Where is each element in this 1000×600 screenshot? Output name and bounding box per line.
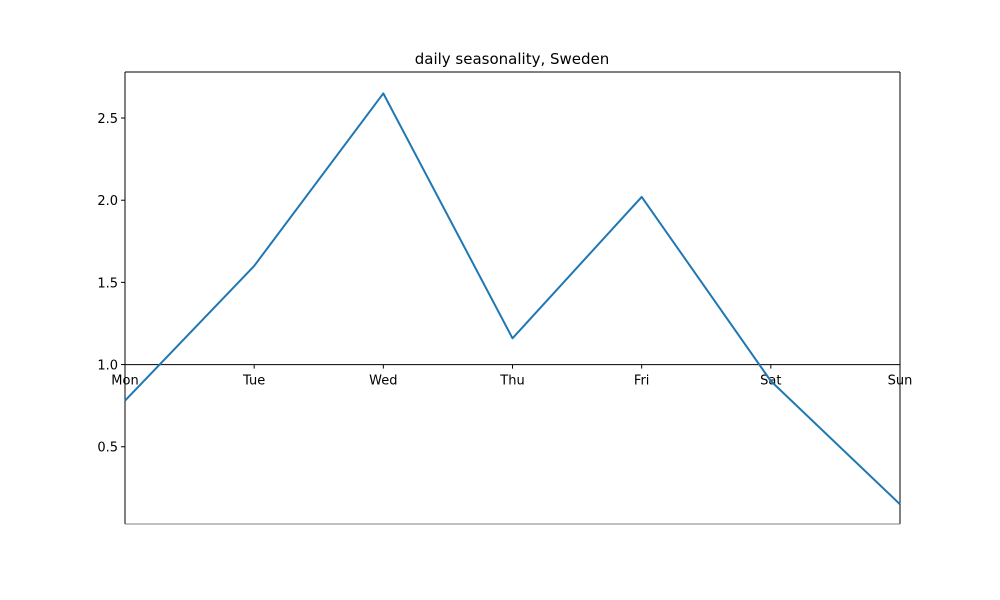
x-tick-label: Tue: [242, 374, 265, 389]
x-tick-label: Wed: [369, 374, 397, 389]
y-tick-label: 1.0: [97, 359, 118, 374]
x-tick-label: Mon: [111, 374, 138, 389]
y-tick-label: 2.5: [97, 112, 118, 127]
x-tick-label: Fri: [634, 374, 650, 389]
y-tick-label: 1.5: [97, 276, 118, 291]
x-tick-label: Thu: [499, 374, 524, 389]
x-tick-label: Sun: [888, 374, 913, 389]
chart-title: daily seasonality, Sweden: [415, 50, 610, 68]
y-tick-label: 0.5: [97, 441, 118, 456]
y-tick-label: 2.0: [97, 194, 118, 209]
series-line: [124, 92, 901, 506]
